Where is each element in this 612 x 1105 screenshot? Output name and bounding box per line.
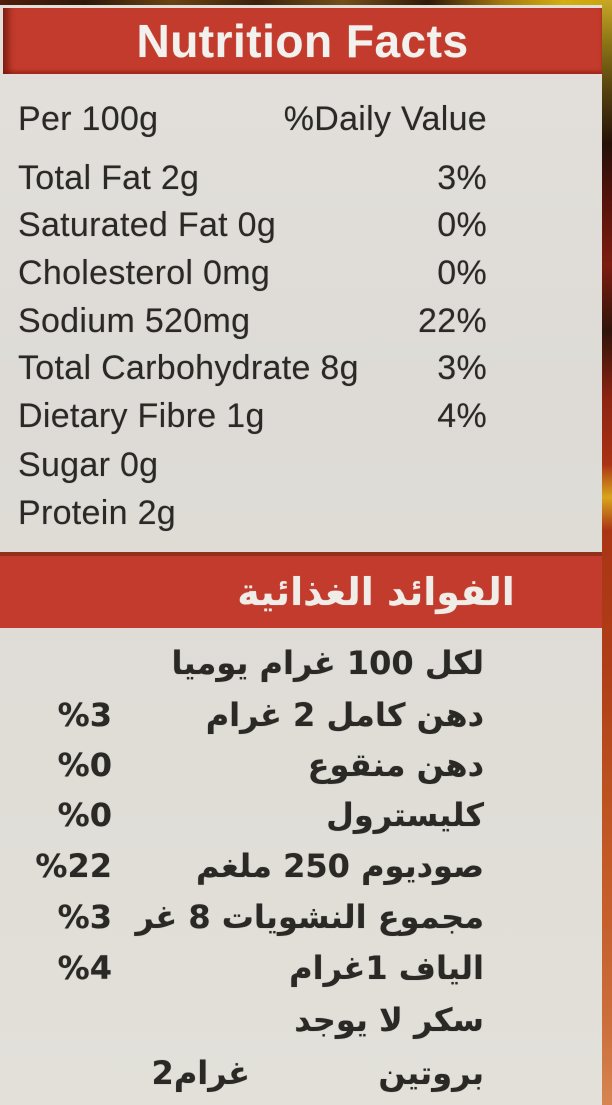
nutrient-name-ar: صوديوم 250 ملغم [195,847,484,885]
nutrient-name-ar: لكل 100 غرام يوميا [171,644,484,682]
nutrient-name-ar: سكر لا يوجد [294,1001,484,1039]
row-ar-per-100g: لكل 100 غرام يوميا [0,638,602,688]
nutrient-daily-value: 0% [437,254,487,292]
row-total-fat: Total Fat 2g 3% [0,157,602,199]
serving-basis-label: Per 100g [18,100,159,138]
nutrient-daily-value-ar: %3 [57,898,112,936]
row-ar-total-fat: %3 دهن كامل 2 غرام [0,690,602,740]
row-cholesterol: Cholesterol 0mg 0% [0,252,602,294]
nutrient-name: Dietary Fibre 1g [18,397,265,435]
nutrition-facts-banner: Nutrition Facts [3,8,602,74]
nutrient-name-ar: دهن منقوع [307,746,484,784]
packaging-background-top [0,0,612,6]
row-total-carbohydrate: Total Carbohydrate 8g 3% [0,347,602,389]
nutrient-name-ar: الياف 1غرام [289,949,484,987]
nutrient-name-ar: بروتين [378,1054,484,1092]
row-protein: Protein 2g [0,492,602,534]
row-saturated-fat: Saturated Fat 0g 0% [0,204,602,246]
row-sodium: Sodium 520mg 22% [0,300,602,342]
nutrition-benefits-banner-ar: الفوائد الغذائية [0,552,602,628]
nutrient-daily-value: 4% [437,397,487,435]
nutrient-name: Protein 2g [18,494,176,532]
nutrition-facts-title: Nutrition Facts [136,15,469,67]
row-dietary-fibre: Dietary Fibre 1g 4% [0,395,602,437]
nutrient-name-ar: مجموع النشويات 8 غر [135,898,484,936]
row-ar-fibre: %4 الياف 1غرام [0,943,602,993]
row-ar-sodium: %22 صوديوم 250 ملغم [0,841,602,891]
nutrient-name: Sodium 520mg [18,302,251,340]
nutrient-daily-value-ar: %22 [35,847,112,885]
row-ar-protein: 2غرام بروتين [0,1048,602,1098]
nutrient-amount-ar: 2غرام [151,1054,250,1092]
nutrient-daily-value-ar: %4 [57,949,112,987]
nutrient-name: Cholesterol 0mg [18,254,271,292]
nutrient-name: Total Fat 2g [18,159,200,197]
nutrient-daily-value: 22% [418,302,487,340]
nutrient-name: Sugar 0g [18,446,159,484]
nutrient-name: Total Carbohydrate 8g [18,349,359,387]
nutrient-daily-value: 3% [437,159,487,197]
nutrient-daily-value: 0% [437,206,487,244]
nutrient-name-ar: دهن كامل 2 غرام [205,696,484,734]
header-row: Per 100g %Daily Value [0,98,602,140]
nutrient-daily-value-ar: %3 [57,696,112,734]
row-sugar: Sugar 0g [0,444,602,486]
nutrient-daily-value: 3% [437,349,487,387]
row-ar-cholesterol: %0 كليسترول [0,790,602,840]
nutrient-daily-value-ar: %0 [57,796,112,834]
nutrition-benefits-title-ar: الفوائد الغذائية [237,570,515,614]
row-ar-saturated-fat: %0 دهن منقوع [0,740,602,790]
row-ar-sugar: سكر لا يوجد [0,995,602,1045]
row-ar-carbohydrate: %3 مجموع النشويات 8 غر [0,892,602,942]
daily-value-header: %Daily Value [283,100,487,138]
nutrient-daily-value-ar: %0 [57,746,112,784]
packaging-background-right [602,0,612,1105]
nutrient-name: Saturated Fat 0g [18,206,277,244]
nutrition-label: Nutrition Facts Per 100g %Daily Value To… [0,5,602,1105]
nutrient-name-ar: كليسترول [326,796,484,834]
